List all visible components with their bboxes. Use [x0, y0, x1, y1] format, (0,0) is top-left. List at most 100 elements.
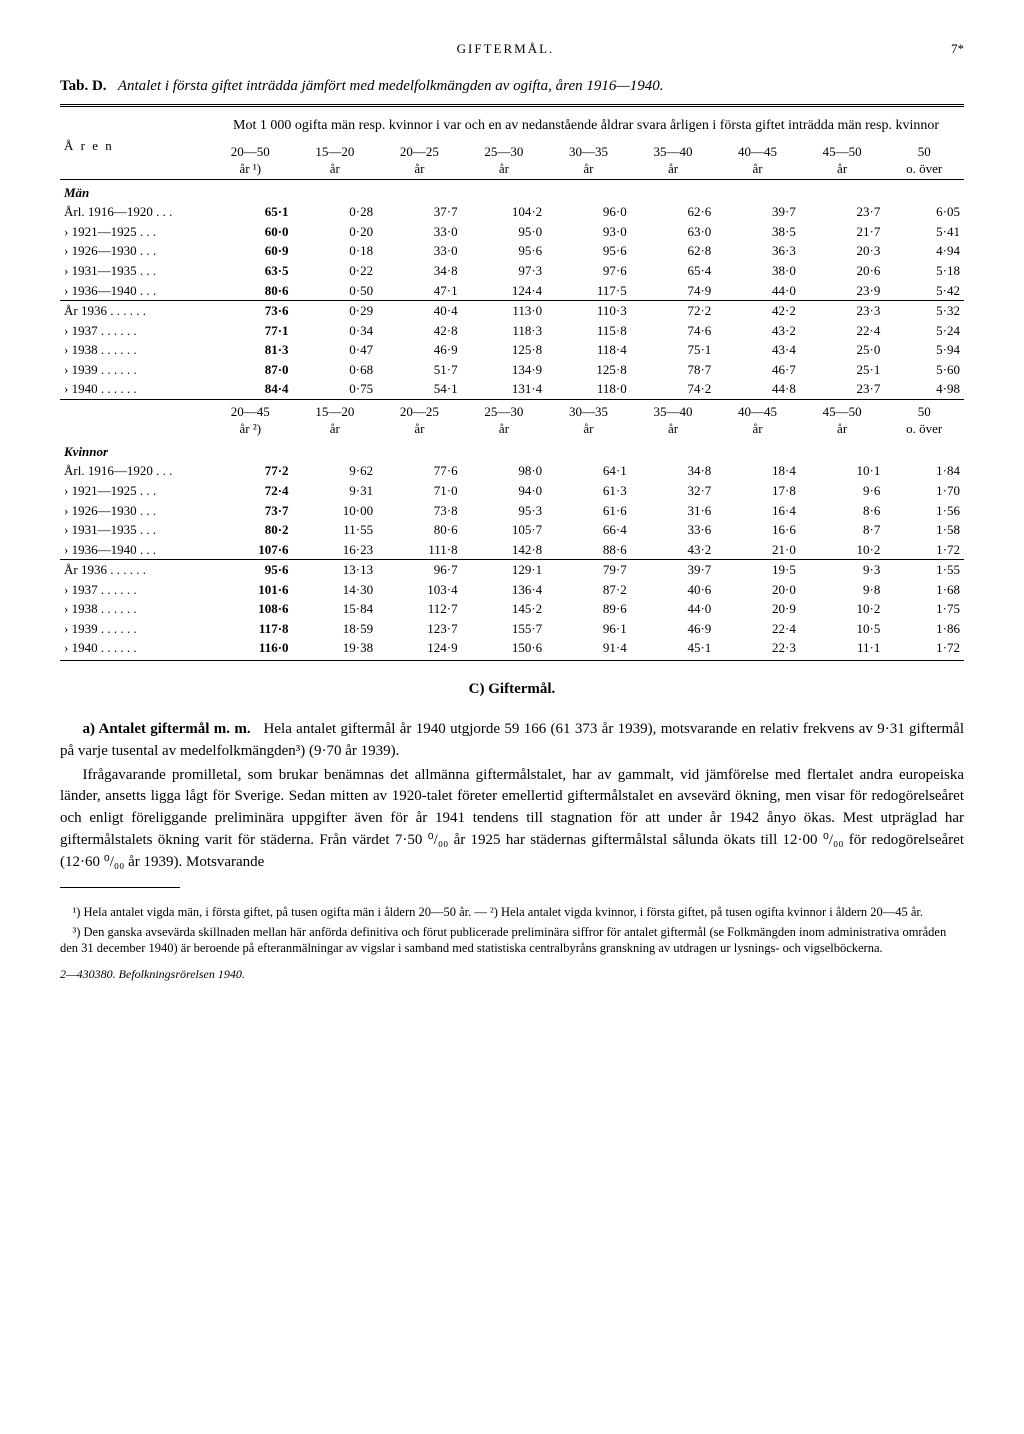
cell: 117·5	[546, 281, 631, 301]
row-label: › 1939 . . . . . .	[60, 619, 208, 639]
table-row: › 1939 . . . . . .87·00·6851·7134·9125·8…	[60, 360, 964, 380]
cell: 124·9	[377, 638, 462, 658]
cell: 60·9	[208, 241, 293, 261]
table-row: › 1938 . . . . . .81·30·4746·9125·8118·4…	[60, 340, 964, 360]
column-header: 20—50år ¹)	[208, 142, 293, 180]
cell: 91·4	[546, 638, 631, 658]
sheet-signature: 2—430380. Befolkningsrörelsen 1940.	[60, 966, 964, 982]
cell: 46·7	[715, 360, 800, 380]
cell: 39·7	[715, 202, 800, 222]
cell: 110·3	[546, 301, 631, 321]
cell: 46·9	[377, 340, 462, 360]
cell: 118·0	[546, 379, 631, 399]
paragraph-1: a) Antalet giftermål m. m. Hela antalet …	[60, 719, 964, 763]
cell: 45·1	[631, 638, 716, 658]
cell: 115·8	[546, 321, 631, 341]
cell: 39·7	[631, 560, 716, 580]
cell: 9·3	[800, 560, 885, 580]
cell: 40·4	[377, 301, 462, 321]
cell: 32·7	[631, 481, 716, 501]
cell: 78·7	[631, 360, 716, 380]
cell: 74·2	[631, 379, 716, 399]
cell: 1·58	[884, 520, 964, 540]
header-title: GIFTERMÅL.	[457, 40, 555, 58]
cell: 0·50	[293, 281, 378, 301]
cell: 19·38	[293, 638, 378, 658]
row-label: › 1938 . . . . . .	[60, 340, 208, 360]
cell: 60·0	[208, 222, 293, 242]
column-header: 25—30år	[462, 402, 547, 439]
row-label: › 1921—1925 . . .	[60, 222, 208, 242]
page-number: 7*	[951, 40, 964, 58]
row-label: › 1926—1930 . . .	[60, 241, 208, 261]
cell: 125·8	[462, 340, 547, 360]
row-label: › 1940 . . . . . .	[60, 379, 208, 399]
cell: 63·0	[631, 222, 716, 242]
cell: 23·7	[800, 202, 885, 222]
cell: 5·18	[884, 261, 964, 281]
cell: 9·31	[293, 481, 378, 501]
cell: 42·2	[715, 301, 800, 321]
table-subcaption: Mot 1 000 ogifta män resp. kvinnor i var…	[208, 113, 964, 142]
cell: 11·55	[293, 520, 378, 540]
cell: 5·32	[884, 301, 964, 321]
cell: 0·22	[293, 261, 378, 281]
cell: 71·0	[377, 481, 462, 501]
cell: 16·6	[715, 520, 800, 540]
cell: 95·6	[546, 241, 631, 261]
footnotes: ¹) Hela antalet vigda män, i första gift…	[60, 904, 964, 956]
row-label: › 1921—1925 . . .	[60, 481, 208, 501]
cell: 4·98	[884, 379, 964, 399]
cell: 16·4	[715, 501, 800, 521]
cell: 42·8	[377, 321, 462, 341]
table-row: › 1931—1935 . . .80·211·5580·6105·766·43…	[60, 520, 964, 540]
cell: 5·41	[884, 222, 964, 242]
cell: 5·42	[884, 281, 964, 301]
column-header: 40—45år	[715, 142, 800, 180]
cell: 46·9	[631, 619, 716, 639]
row-label: Årl. 1916—1920 . . .	[60, 202, 208, 222]
cell: 117·8	[208, 619, 293, 639]
cell: 96·0	[546, 202, 631, 222]
cell: 105·7	[462, 520, 547, 540]
cell: 80·6	[377, 520, 462, 540]
cell: 95·0	[462, 222, 547, 242]
rule-top	[60, 104, 964, 107]
cell: 134·9	[462, 360, 547, 380]
table-row: › 1931—1935 . . .63·50·2234·897·397·665·…	[60, 261, 964, 281]
row-label: › 1937 . . . . . .	[60, 321, 208, 341]
cell: 1·84	[884, 461, 964, 481]
cell: 93·0	[546, 222, 631, 242]
cell: 18·59	[293, 619, 378, 639]
cell: 1·86	[884, 619, 964, 639]
cell: 72·2	[631, 301, 716, 321]
cell: 22·3	[715, 638, 800, 658]
paragraph-2: Ifrågavarande promilletal, som brukar be…	[60, 765, 964, 874]
cell: 11·1	[800, 638, 885, 658]
cell: 6·05	[884, 202, 964, 222]
cell: 31·6	[631, 501, 716, 521]
cell: 77·1	[208, 321, 293, 341]
row-label: › 1936—1940 . . .	[60, 281, 208, 301]
cell: 34·8	[377, 261, 462, 281]
column-header: 15—20år	[293, 402, 378, 439]
table-row: › 1940 . . . . . .116·019·38124·9150·691…	[60, 638, 964, 658]
cell: 0·47	[293, 340, 378, 360]
cell: 97·3	[462, 261, 547, 281]
column-header: 30—35år	[546, 142, 631, 180]
cell: 36·3	[715, 241, 800, 261]
cell: 95·6	[462, 241, 547, 261]
cell: 10·1	[800, 461, 885, 481]
row-label: › 1936—1940 . . .	[60, 540, 208, 560]
cell: 97·6	[546, 261, 631, 281]
column-header: 15—20år	[293, 142, 378, 180]
cell: 47·1	[377, 281, 462, 301]
table-row: › 1936—1940 . . .107·616·23111·8142·888·…	[60, 540, 964, 560]
table-row: › 1937 . . . . . .101·614·30103·4136·487…	[60, 580, 964, 600]
cell: 112·7	[377, 599, 462, 619]
row-label: › 1926—1930 . . .	[60, 501, 208, 521]
cell: 96·7	[377, 560, 462, 580]
cell: 1·70	[884, 481, 964, 501]
cell: 118·4	[546, 340, 631, 360]
cell: 111·8	[377, 540, 462, 560]
